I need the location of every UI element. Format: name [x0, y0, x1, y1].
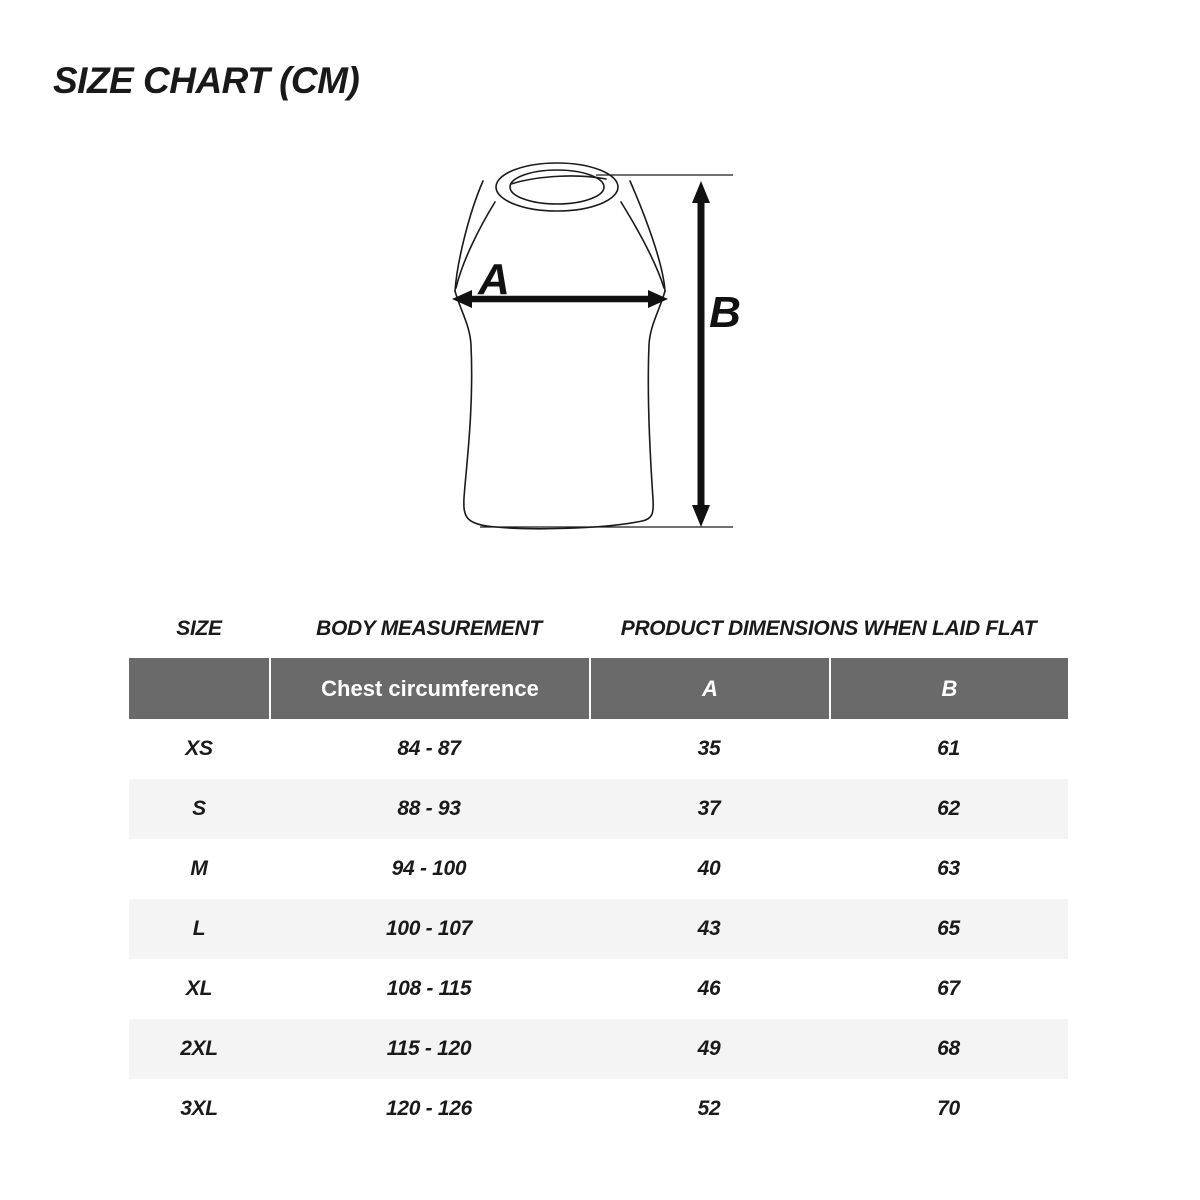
- size-label: XL: [185, 977, 213, 1000]
- table-row-m: M 94 - 100 40 63: [129, 839, 1068, 899]
- tank-top-measurement-diagram: A B: [420, 140, 840, 560]
- dimension-a: 37: [697, 797, 721, 820]
- size-label: XS: [185, 737, 213, 760]
- chest-range: 94 - 100: [391, 857, 467, 880]
- tank-top-outline-illustration: A B: [452, 162, 741, 530]
- dimension-a: 35: [697, 737, 721, 760]
- group-header-size: SIZE: [176, 617, 222, 640]
- chest-range: 108 - 115: [386, 977, 472, 1000]
- group-header-product-dimensions: PRODUCT DIMENSIONS WHEN LAID FLAT: [620, 617, 1037, 640]
- size-label: 2XL: [180, 1037, 218, 1060]
- table-row-xs: XS 84 - 87 35 61: [129, 719, 1068, 779]
- width-label: A: [477, 255, 510, 304]
- dimension-b: 62: [937, 797, 960, 820]
- dimension-a: 49: [697, 1037, 721, 1060]
- dimension-b: 61: [937, 737, 960, 760]
- header-cell-chest-circumference: Chest circumference: [321, 675, 539, 701]
- size-label: M: [190, 857, 208, 880]
- chest-range: 100 - 107: [385, 917, 473, 940]
- dimension-a: 43: [697, 917, 721, 940]
- header-cell-empty: [129, 658, 269, 719]
- width-arrow: [452, 290, 668, 308]
- size-table: Chest circumference A B XS 84 - 87 35 61…: [129, 658, 1068, 1139]
- dimension-b: 68: [937, 1037, 960, 1060]
- size-label: L: [192, 917, 206, 940]
- dimension-b: 67: [937, 977, 960, 1000]
- chest-range: 120 - 126: [385, 1097, 473, 1120]
- group-header-body-measurement: BODY MEASUREMENT: [316, 617, 542, 640]
- dimension-b: 63: [937, 857, 960, 880]
- dimension-a: 46: [697, 977, 721, 1000]
- table-group-headers: SIZE BODY MEASUREMENT PRODUCT DIMENSIONS…: [129, 613, 1068, 645]
- length-label: B: [709, 288, 741, 337]
- size-label: S: [192, 797, 206, 820]
- table-row-3xl: 3XL 120 - 126 52 70: [129, 1079, 1068, 1139]
- length-arrow: [692, 181, 710, 527]
- header-cell-a: A: [702, 675, 718, 701]
- chest-range: 115 - 120: [386, 1037, 472, 1060]
- table-row-xl: XL 108 - 115 46 67: [129, 959, 1068, 1019]
- chest-range: 88 - 93: [397, 797, 461, 820]
- dimension-a: 52: [697, 1097, 721, 1120]
- table-row-l: L 100 - 107 43 65: [129, 899, 1068, 959]
- table-header-row: Chest circumference A B: [129, 658, 1068, 719]
- dimension-b: 65: [937, 917, 960, 940]
- table-row-2xl: 2XL 115 - 120 49 68: [129, 1019, 1068, 1079]
- size-label: 3XL: [180, 1097, 218, 1120]
- dimension-a: 40: [697, 857, 721, 880]
- chest-range: 84 - 87: [397, 737, 461, 760]
- dimension-b: 70: [937, 1097, 960, 1120]
- header-cell-b: B: [941, 675, 958, 701]
- page-title: SIZE CHART (CM): [53, 60, 360, 101]
- table-row-s: S 88 - 93 37 62: [129, 779, 1068, 839]
